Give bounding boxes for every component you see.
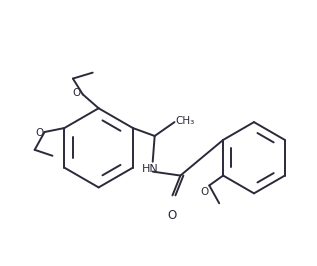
Text: O: O (35, 128, 43, 138)
Text: O: O (167, 209, 176, 222)
Text: CH₃: CH₃ (176, 116, 195, 126)
Text: O: O (200, 188, 208, 197)
Text: HN: HN (142, 164, 159, 174)
Text: O: O (73, 88, 81, 98)
